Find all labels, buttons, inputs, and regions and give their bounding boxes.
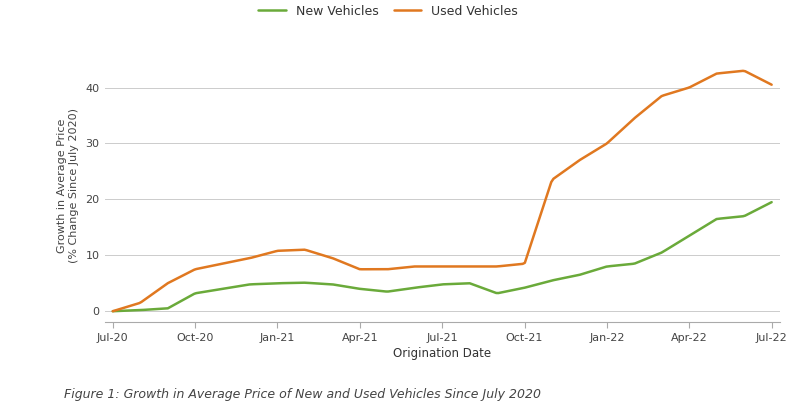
New Vehicles	[108, 309, 117, 314]
Used Vehicles	[766, 82, 776, 87]
New Vehicles	[110, 309, 120, 314]
New Vehicles	[766, 200, 776, 205]
New Vehicles	[511, 287, 520, 292]
Y-axis label: Growth in Average Price
(% Change Since July 2020): Growth in Average Price (% Change Since …	[57, 108, 79, 263]
New Vehicles	[704, 221, 714, 226]
Used Vehicles	[737, 69, 747, 73]
Line: Used Vehicles: Used Vehicles	[112, 71, 771, 311]
Text: Figure 1: Growth in Average Price of New and Used Vehicles Since July 2020: Figure 1: Growth in Average Price of New…	[64, 388, 540, 401]
X-axis label: Origination Date: Origination Date	[393, 347, 491, 360]
Used Vehicles	[497, 264, 507, 268]
Used Vehicles	[511, 262, 520, 267]
New Vehicles	[499, 289, 509, 294]
Line: New Vehicles: New Vehicles	[112, 202, 771, 311]
Used Vehicles	[108, 309, 117, 314]
Used Vehicles	[662, 91, 672, 96]
Legend: New Vehicles, Used Vehicles: New Vehicles, Used Vehicles	[253, 0, 522, 23]
Used Vehicles	[499, 263, 509, 268]
Used Vehicles	[110, 308, 120, 313]
New Vehicles	[662, 246, 672, 251]
Used Vehicles	[704, 75, 714, 79]
New Vehicles	[497, 290, 507, 295]
